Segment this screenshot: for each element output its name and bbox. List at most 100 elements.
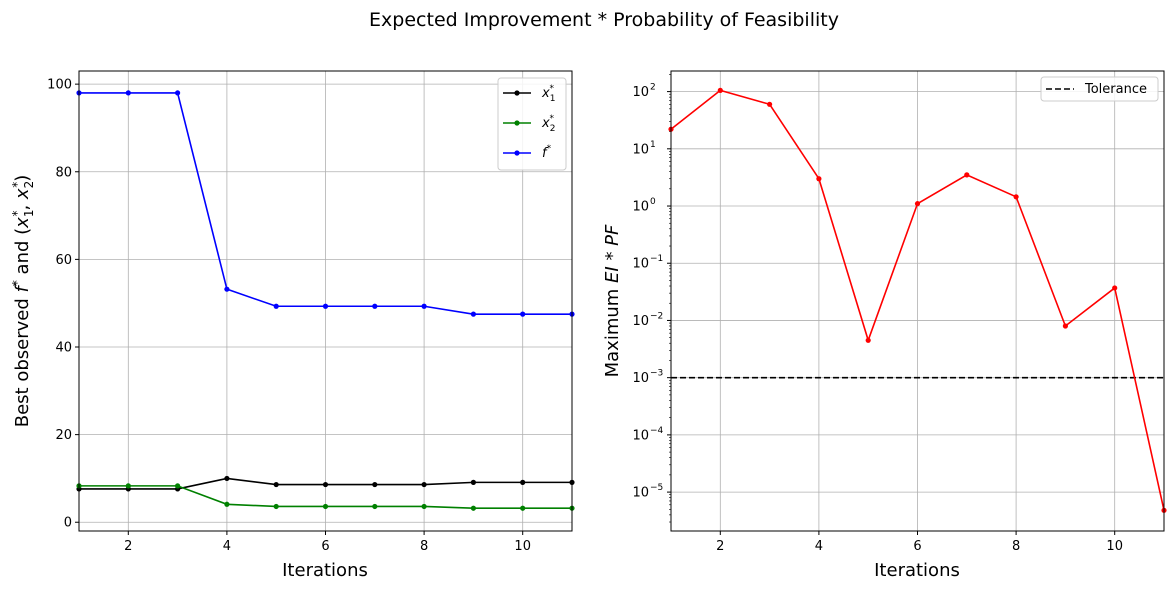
tick-exponent: −5 xyxy=(650,483,663,493)
right-y-tick-label: 10 xyxy=(632,314,649,329)
tick-exponent: −1 xyxy=(650,254,663,264)
legend-symbol: x xyxy=(541,116,550,131)
tick-exponent: 0 xyxy=(650,197,656,207)
tick-exponent: −4 xyxy=(650,426,664,436)
ylabel-symbol: f xyxy=(12,284,33,293)
right-y-tick-label: 10 xyxy=(632,257,649,272)
legend-marker-f xyxy=(514,150,520,156)
right-x-tick-label: 4 xyxy=(815,539,823,554)
data-point-eipf xyxy=(914,201,921,207)
figure-title: Expected Improvement * Probability of Fe… xyxy=(369,9,839,31)
ylabel-text: and ( xyxy=(12,228,33,280)
data-point-x1 xyxy=(224,475,230,482)
data-point-f xyxy=(322,303,329,309)
data-point-f xyxy=(421,303,427,309)
data-point-eipf xyxy=(964,172,970,178)
left-y-tick-label: 40 xyxy=(55,341,72,356)
left-y-tick-label: 80 xyxy=(55,165,72,180)
legend-superscript: * xyxy=(547,144,552,154)
data-point-x1 xyxy=(322,481,329,488)
right-x-tick-label: 8 xyxy=(1012,539,1020,554)
right-x-tick-label: 2 xyxy=(716,539,724,554)
right-y-tick-label: 10 xyxy=(632,486,649,501)
right-y-axis-label: Maximum EI * PF xyxy=(602,224,623,377)
right-legend-box xyxy=(1040,76,1159,102)
left-x-tick-label: 4 xyxy=(223,539,231,554)
tick-base: 10 xyxy=(632,200,649,215)
data-point-x2 xyxy=(273,503,279,510)
data-point-eipf xyxy=(1112,285,1118,291)
tick-exponent: −2 xyxy=(650,311,663,321)
tick-base: 10 xyxy=(632,142,649,157)
tick-base: 10 xyxy=(632,486,649,501)
data-point-x1 xyxy=(273,481,279,488)
tick-exponent: 2 xyxy=(650,83,656,93)
legend-symbol: f xyxy=(542,146,549,161)
data-point-x1 xyxy=(470,479,476,485)
left-x-tick-label: 6 xyxy=(321,539,329,554)
right-x-axis-label: Iterations xyxy=(874,560,960,581)
data-point-x2 xyxy=(322,503,329,510)
left-y-tick-label: 60 xyxy=(55,253,72,268)
data-point-x2 xyxy=(175,483,181,489)
legend-superscript: * xyxy=(549,114,554,124)
left-legend-box xyxy=(497,77,567,171)
right-grid xyxy=(671,71,1164,531)
ylabel-subscript: 1 xyxy=(22,210,36,218)
data-point-x1 xyxy=(520,479,526,485)
tick-base: 10 xyxy=(632,85,649,100)
tick-base: 10 xyxy=(632,314,649,329)
data-point-x2 xyxy=(470,505,476,511)
ylabel-symbol: x xyxy=(12,188,33,200)
ylabel-text: * xyxy=(602,246,623,266)
right-y-tick-label: 10 xyxy=(632,142,649,157)
left-x-tick-label: 10 xyxy=(514,539,531,554)
legend-subscript: 2 xyxy=(550,124,556,134)
data-point-f xyxy=(372,303,378,309)
right-x-tick-label: 10 xyxy=(1106,539,1123,554)
tick-exponent: −3 xyxy=(650,369,663,379)
left-legend: x1*x2*f* xyxy=(497,77,567,171)
ylabel-symbol: PF xyxy=(602,224,623,246)
data-point-x2 xyxy=(372,503,378,510)
data-point-x2 xyxy=(224,501,230,507)
right-y-tick-label: 10 xyxy=(632,371,649,386)
right-y-tick-label: 10 xyxy=(632,85,649,100)
ylabel-text: Maximum xyxy=(602,283,623,377)
tick-exponent: 1 xyxy=(650,140,656,150)
legend-superscript: * xyxy=(549,84,554,94)
left-grid xyxy=(79,71,572,531)
right-y-tick-label: 10 xyxy=(632,428,649,443)
legend-label-f: f* xyxy=(542,144,552,161)
ylabel-symbol: EI xyxy=(602,266,623,283)
left-plot-frame xyxy=(78,70,573,532)
data-point-eipf xyxy=(767,101,773,107)
ylabel-text: , xyxy=(12,199,33,210)
tick-base: 10 xyxy=(632,371,649,386)
legend-label-x1: x1* xyxy=(541,84,555,104)
right-x-tick-label: 6 xyxy=(913,539,921,554)
left-y-tick-label: 20 xyxy=(55,428,72,443)
data-point-eipf xyxy=(865,337,871,343)
right-series-lines xyxy=(668,87,1167,513)
ylabel-symbol: x xyxy=(12,217,33,229)
left-y-tick-label: 0 xyxy=(64,516,72,531)
legend-marker-x1 xyxy=(514,90,520,96)
right-y-tick-label: 10 xyxy=(632,200,649,215)
data-point-f xyxy=(175,90,181,96)
data-point-f xyxy=(520,311,526,317)
data-point-f xyxy=(470,311,476,317)
left-x-tick-label: 8 xyxy=(420,539,428,554)
left-y-tick-label: 100 xyxy=(47,78,72,93)
data-point-x2 xyxy=(421,503,427,510)
left-series-lines xyxy=(76,90,575,511)
data-point-eipf xyxy=(816,176,822,182)
tick-base: 10 xyxy=(632,428,649,443)
right-legend: Tolerance xyxy=(1040,76,1159,102)
left-x-tick-label: 2 xyxy=(124,539,132,554)
ylabel-text: Best observed xyxy=(12,293,33,428)
